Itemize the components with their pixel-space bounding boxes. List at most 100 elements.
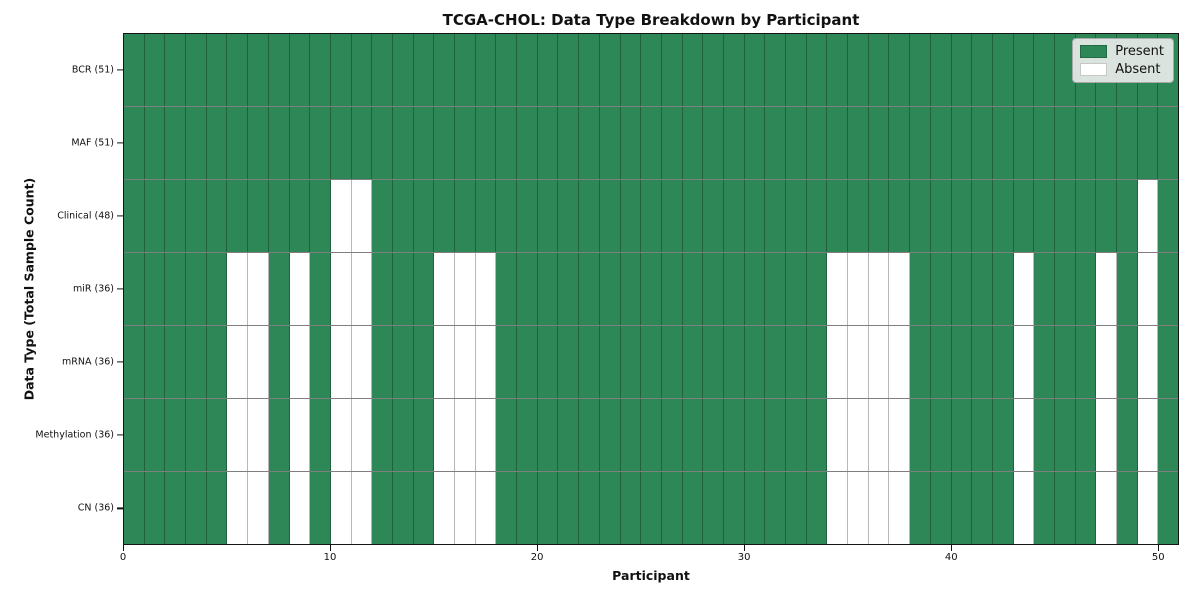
cell-mir-participant-45: [1054, 253, 1076, 325]
cell-mrna-participant-40: [951, 326, 973, 398]
x-tick-label-20: 20: [530, 552, 544, 563]
cell-bcr-participant-13: [392, 34, 414, 106]
cell-mrna-participant-12: [372, 326, 393, 398]
cell-maf-participant-23: [599, 107, 621, 179]
cell-methylation-participant-25: [641, 399, 662, 471]
cell-mir-participant-8: [289, 253, 311, 325]
cell-methylation-participant-46: [1075, 399, 1097, 471]
cell-mrna-participant-24: [620, 326, 642, 398]
cell-mir-participant-33: [806, 253, 828, 325]
y-tick-mark-maf: [117, 142, 123, 144]
cell-mrna-participant-34: [827, 326, 849, 398]
cell-mir-participant-30: [744, 253, 766, 325]
cell-clinical-participant-33: [806, 180, 828, 252]
cell-methylation-participant-0: [124, 399, 145, 471]
cell-clinical-participant-19: [517, 180, 538, 252]
present-swatch-icon: [1080, 45, 1108, 58]
cell-bcr-participant-1: [144, 34, 166, 106]
cell-mir-participant-3: [186, 253, 207, 325]
cell-mrna-participant-20: [537, 326, 559, 398]
cell-mrna-participant-47: [1096, 326, 1117, 398]
cell-mir-participant-16: [455, 253, 476, 325]
cell-bcr-participant-34: [827, 34, 849, 106]
cell-mrna-participant-11: [351, 326, 373, 398]
cell-cn-participant-10: [330, 472, 352, 544]
cell-maf-participant-26: [661, 107, 683, 179]
cell-mrna-participant-23: [599, 326, 621, 398]
cell-clinical-participant-8: [289, 180, 311, 252]
cell-mir-participant-28: [703, 253, 724, 325]
cell-mrna-participant-16: [455, 326, 476, 398]
cell-cn-participant-44: [1034, 472, 1055, 544]
cell-methylation-participant-28: [703, 399, 724, 471]
cell-maf-participant-13: [392, 107, 414, 179]
cell-mir-participant-5: [227, 253, 249, 325]
cell-methylation-participant-10: [330, 399, 352, 471]
cell-maf-participant-14: [413, 107, 435, 179]
cell-methylation-participant-5: [227, 399, 249, 471]
cell-clinical-participant-10: [330, 180, 352, 252]
cell-mrna-participant-32: [786, 326, 807, 398]
cell-cn-participant-14: [413, 472, 435, 544]
cell-clinical-participant-44: [1034, 180, 1055, 252]
chart-title: TCGA-CHOL: Data Type Breakdown by Partic…: [442, 11, 860, 29]
cell-cn-participant-30: [744, 472, 766, 544]
cell-cn-participant-25: [641, 472, 662, 544]
cell-bcr-participant-19: [517, 34, 538, 106]
x-tick-label-30: 30: [737, 552, 751, 563]
cell-clinical-participant-23: [599, 180, 621, 252]
cell-cn-participant-39: [930, 472, 952, 544]
cell-mrna-participant-2: [165, 326, 187, 398]
cell-mir-participant-49: [1137, 253, 1159, 325]
cell-maf-participant-20: [537, 107, 559, 179]
cell-clinical-participant-36: [868, 180, 890, 252]
cell-mrna-participant-29: [723, 326, 745, 398]
cell-maf-participant-49: [1137, 107, 1159, 179]
heatmap-row-bcr: [124, 34, 1179, 107]
cell-bcr-participant-7: [268, 34, 290, 106]
cell-mrna-participant-22: [579, 326, 600, 398]
cell-methylation-participant-19: [517, 399, 538, 471]
cell-bcr-participant-24: [620, 34, 642, 106]
cell-methylation-participant-8: [289, 399, 311, 471]
cell-mir-participant-24: [620, 253, 642, 325]
cell-maf-participant-2: [165, 107, 187, 179]
cell-cn-participant-46: [1075, 472, 1097, 544]
legend-label-absent: Absent: [1115, 62, 1161, 77]
cell-methylation-participant-44: [1034, 399, 1055, 471]
cell-methylation-participant-26: [661, 399, 683, 471]
cell-methylation-participant-13: [392, 399, 414, 471]
cell-clinical-participant-7: [268, 180, 290, 252]
cell-bcr-participant-23: [599, 34, 621, 106]
cell-cn-participant-4: [206, 472, 228, 544]
cell-maf-participant-33: [806, 107, 828, 179]
cell-mir-participant-34: [827, 253, 849, 325]
cell-maf-participant-25: [641, 107, 662, 179]
cell-cn-participant-13: [392, 472, 414, 544]
cell-maf-participant-34: [827, 107, 849, 179]
cell-cn-participant-27: [682, 472, 704, 544]
cell-clinical-participant-12: [372, 180, 393, 252]
cell-clinical-participant-30: [744, 180, 766, 252]
cell-maf-participant-46: [1075, 107, 1097, 179]
cell-cn-participant-34: [827, 472, 849, 544]
cell-mrna-participant-46: [1075, 326, 1097, 398]
cell-maf-participant-27: [682, 107, 704, 179]
cell-mir-participant-9: [310, 253, 331, 325]
cell-clinical-participant-5: [227, 180, 249, 252]
cell-mir-participant-20: [537, 253, 559, 325]
cell-methylation-participant-49: [1137, 399, 1159, 471]
cell-cn-participant-33: [806, 472, 828, 544]
cell-mrna-participant-48: [1117, 326, 1138, 398]
cell-clinical-participant-26: [661, 180, 683, 252]
x-tick-label-40: 40: [944, 552, 958, 563]
x-tick-mark-30: [744, 545, 746, 551]
cell-cn-participant-47: [1096, 472, 1117, 544]
cell-methylation-participant-35: [848, 399, 869, 471]
cell-methylation-participant-41: [972, 399, 993, 471]
cell-mir-participant-43: [1013, 253, 1035, 325]
cell-mrna-participant-43: [1013, 326, 1035, 398]
cell-bcr-participant-21: [558, 34, 580, 106]
cell-clinical-participant-18: [496, 180, 518, 252]
